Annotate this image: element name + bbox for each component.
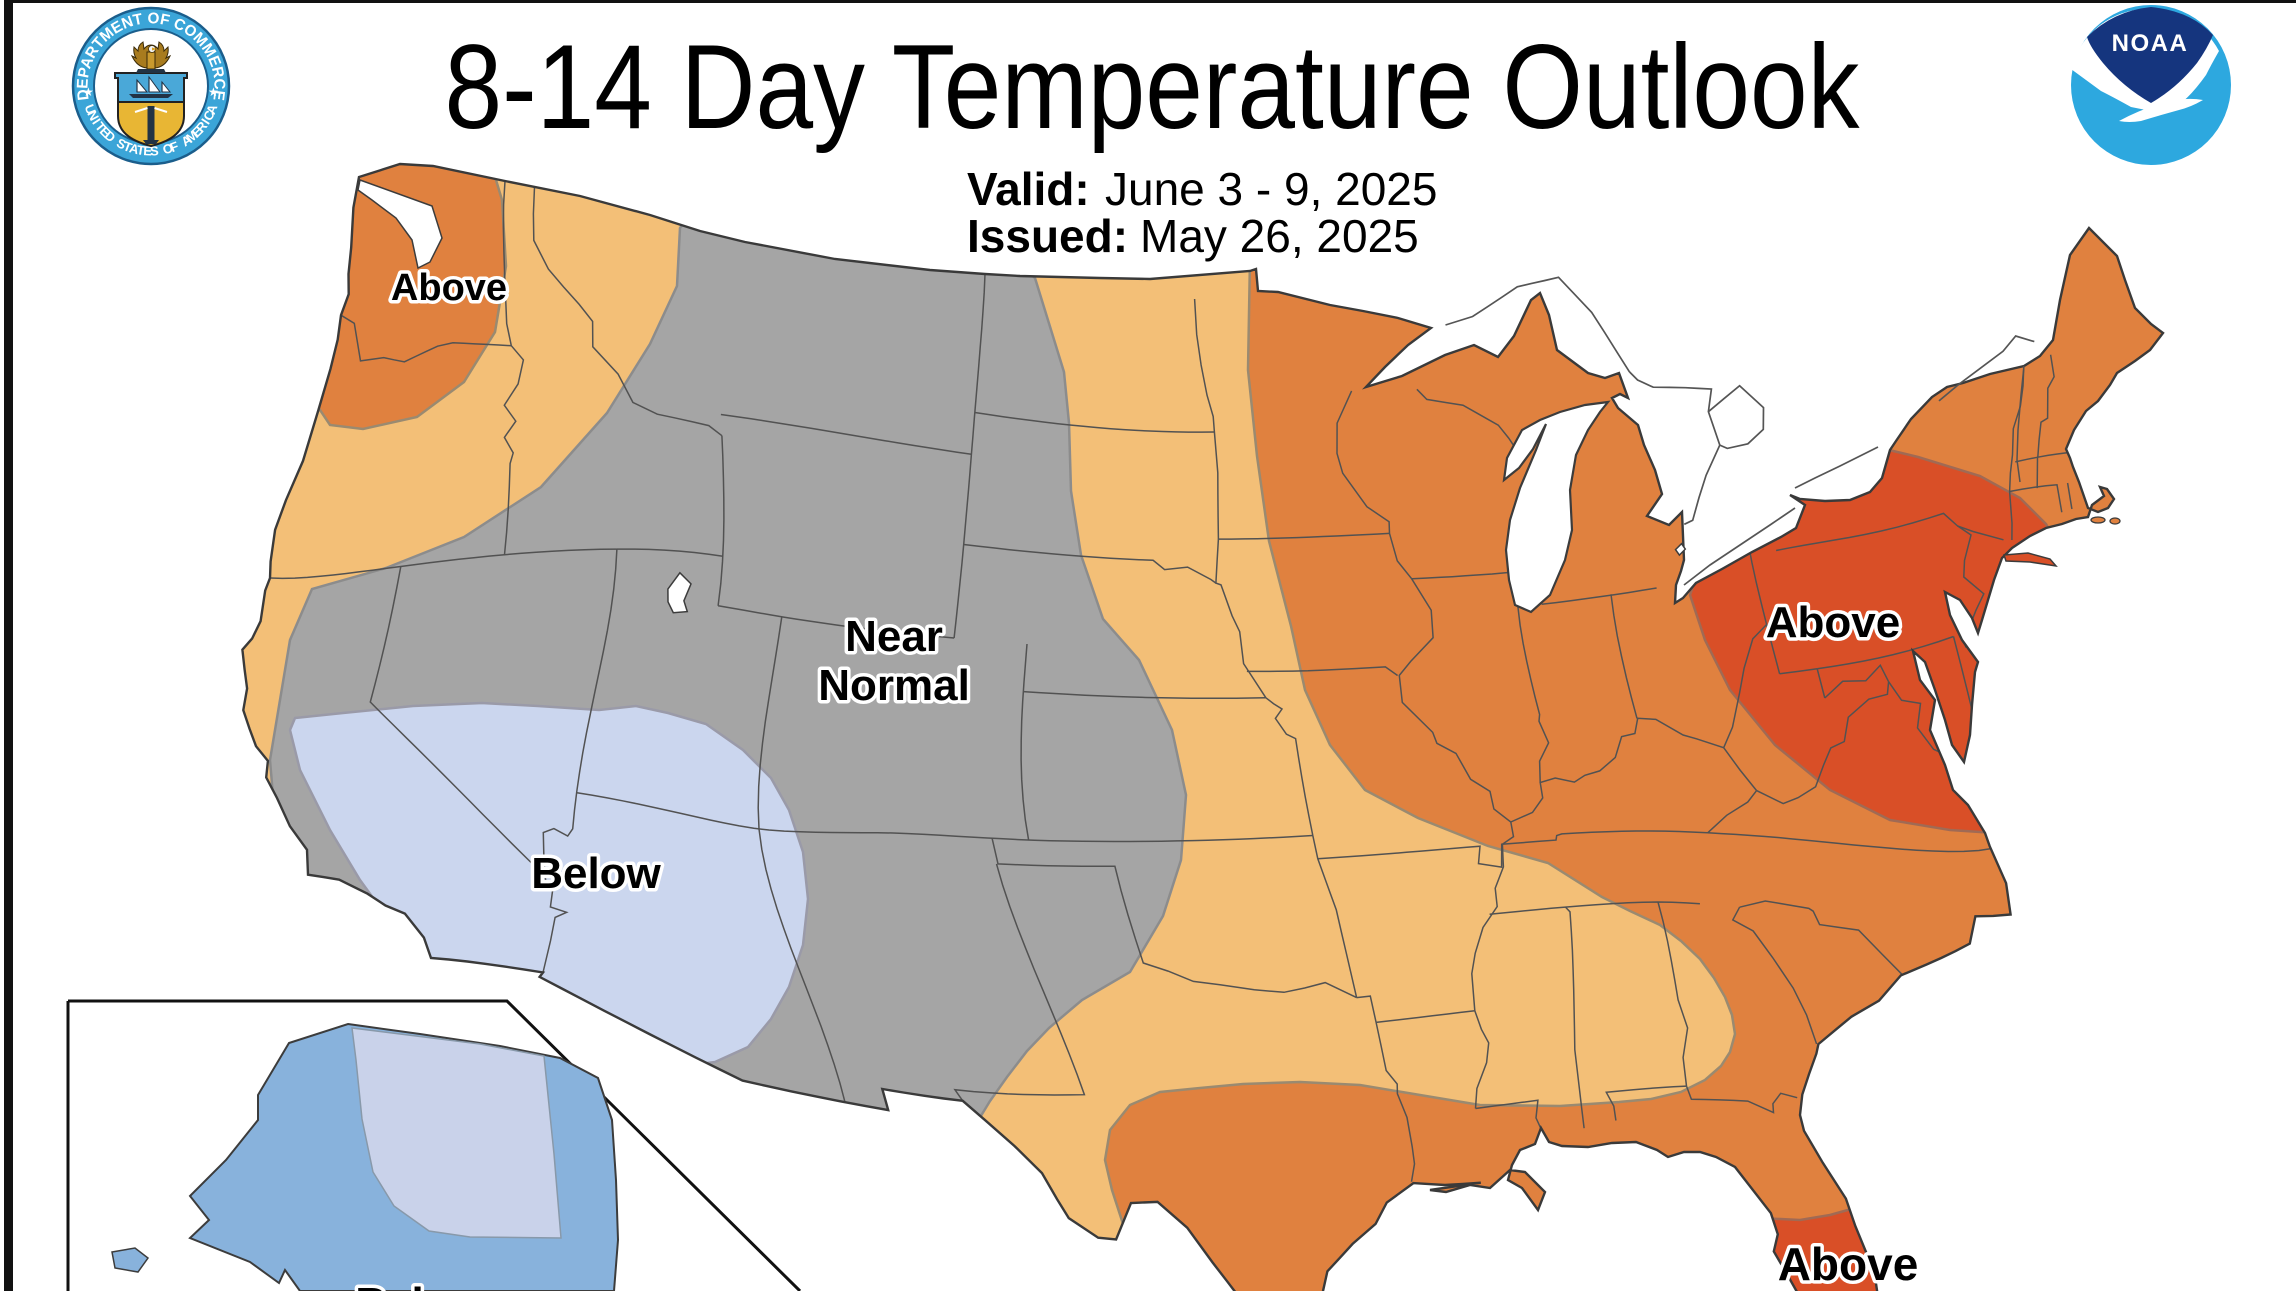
svg-text:Valid:: Valid: [967, 163, 1090, 215]
svg-text:Above: Above [1778, 1238, 1919, 1290]
svg-text:T: T [136, 142, 146, 158]
svg-text:A: A [128, 140, 142, 157]
svg-text:O: O [161, 140, 175, 157]
svg-text:Issued:: Issued: [967, 210, 1128, 262]
svg-text:S: S [150, 143, 160, 158]
svg-text:June 3 - 9, 2025: June 3 - 9, 2025 [1105, 163, 1437, 215]
svg-text:Normal: Normal [818, 661, 970, 710]
svg-text:E: E [143, 143, 153, 158]
svg-text:May 26, 2025: May 26, 2025 [1140, 210, 1419, 262]
svg-text:Near: Near [845, 612, 943, 661]
svg-text:★: ★ [208, 85, 219, 99]
svg-text:★: ★ [83, 85, 94, 99]
svg-text:NOAA: NOAA [2112, 30, 2189, 57]
svg-text:Below: Below [355, 1279, 485, 1291]
svg-text:I: I [89, 116, 104, 127]
svg-text:I: I [198, 116, 213, 127]
svg-text:Above: Above [1766, 598, 1900, 647]
svg-text:8-14 Day Temperature Outlook: 8-14 Day Temperature Outlook [445, 20, 1861, 154]
svg-text:Above: Above [391, 267, 507, 309]
svg-text:Below: Below [531, 849, 661, 898]
